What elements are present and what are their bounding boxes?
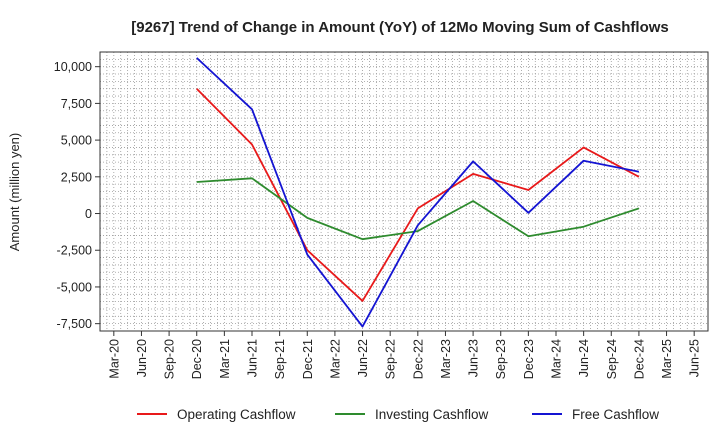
x-tick-label: Dec-20 (190, 339, 204, 379)
x-tick-label: Dec-24 (632, 339, 646, 379)
x-tick-label: Jun-22 (356, 339, 370, 377)
y-tick-label: 2,500 (61, 170, 92, 184)
x-tick-label: Mar-23 (439, 339, 453, 379)
legend-label-operating-cashflow: Operating Cashflow (177, 407, 296, 422)
x-tick-label: Mar-24 (550, 339, 564, 379)
x-tick-label: Dec-22 (411, 339, 425, 379)
x-tick-label: Dec-23 (522, 339, 536, 379)
x-tick-label: Mar-25 (660, 339, 674, 379)
y-tick-label: -2,500 (57, 244, 92, 258)
y-tick-label: 7,500 (61, 97, 92, 111)
chart-title: [9267] Trend of Change in Amount (YoY) o… (131, 19, 669, 36)
series-line-operating-cashflow (196, 88, 640, 302)
y-tick-label: 0 (85, 207, 92, 221)
y-axis-label: Amount (million yen) (7, 133, 22, 252)
series-line-investing-cashflow (196, 177, 640, 241)
x-tick-label: Sep-21 (273, 339, 287, 379)
y-tick-label: -7,500 (57, 317, 92, 331)
x-tick-label: Mar-21 (218, 339, 232, 379)
legend-label-free-cashflow: Free Cashflow (572, 407, 659, 422)
x-tick-label: Dec-21 (301, 339, 315, 379)
axes: 10,000 7,500 5,000 2,500 0 -2,500 -5,000 -7,500… (54, 51, 709, 379)
x-tick-label: Mar-20 (107, 339, 121, 379)
x-tick-label: Sep-23 (494, 339, 508, 379)
legend: Operating Cashflow Investing Cashflow Free… (137, 407, 659, 422)
x-tick-label: Sep-24 (605, 339, 619, 379)
legend-label-investing-cashflow: Investing Cashflow (375, 407, 489, 422)
x-tick-label: Sep-22 (384, 339, 398, 379)
x-tick-label: Jun-25 (688, 339, 702, 377)
x-tick-label: Jun-24 (577, 339, 591, 377)
y-tick-label: -5,000 (57, 280, 92, 294)
y-tick-label: 10,000 (54, 60, 92, 74)
x-tick-label: Jun-23 (467, 339, 481, 377)
series-line-free-cashflow (196, 57, 640, 328)
series (196, 57, 640, 328)
x-tick-label: Jun-21 (246, 339, 260, 377)
y-tick-label: 5,000 (61, 134, 92, 148)
plot-border (99, 51, 709, 332)
x-tick-label: Jun-20 (135, 339, 149, 377)
x-tick-label: Sep-20 (163, 339, 177, 379)
grid (100, 52, 708, 331)
x-tick-label: Mar-22 (328, 339, 342, 379)
